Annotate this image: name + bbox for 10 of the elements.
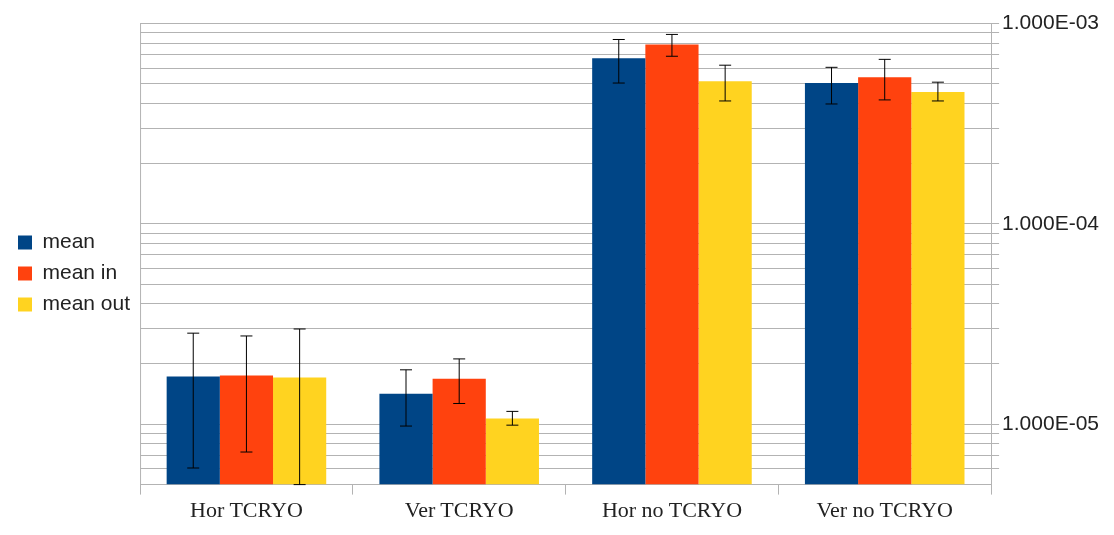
legend-label: mean xyxy=(42,229,96,253)
legend-label: mean in xyxy=(42,260,118,284)
x-tick-label: Hor no TCRYO xyxy=(601,496,743,522)
y-tick-label: 1.000E-03 xyxy=(1002,10,1100,34)
y-tick-label: 1.000E-04 xyxy=(1002,210,1100,234)
x-tick-label: Ver TCRYO xyxy=(404,496,514,522)
x-tick-label: Ver no TCRYO xyxy=(816,496,953,522)
legend-label: mean out xyxy=(42,291,131,315)
x-tick-label: Hor TCRYO xyxy=(190,496,303,522)
y-tick-label: 1.000E-05 xyxy=(1002,411,1100,435)
